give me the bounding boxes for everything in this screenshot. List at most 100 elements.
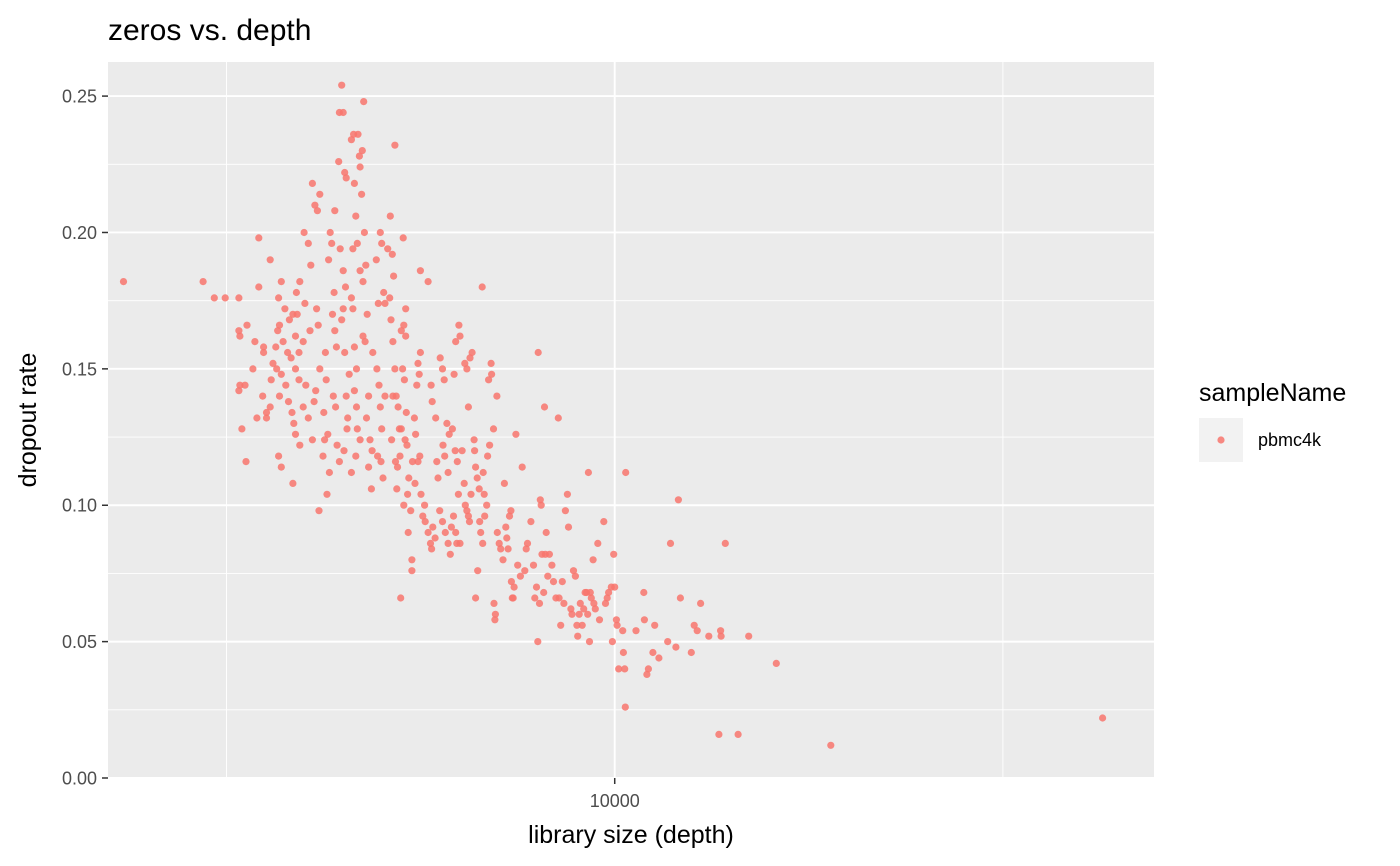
data-point bbox=[534, 638, 542, 646]
data-point bbox=[344, 414, 352, 422]
data-point bbox=[518, 463, 526, 471]
data-point bbox=[255, 283, 263, 291]
data-point bbox=[293, 310, 301, 318]
data-point bbox=[476, 518, 484, 526]
data-point bbox=[436, 354, 444, 362]
data-point bbox=[545, 550, 554, 558]
data-point bbox=[362, 414, 371, 422]
data-point bbox=[611, 583, 619, 591]
data-point bbox=[312, 387, 320, 395]
data-point bbox=[241, 381, 249, 389]
major-gridlines bbox=[108, 62, 1154, 779]
data-point bbox=[421, 501, 429, 509]
data-point bbox=[454, 490, 462, 498]
data-point bbox=[368, 447, 376, 455]
data-point bbox=[424, 278, 432, 286]
data-point bbox=[608, 638, 617, 646]
data-point bbox=[470, 436, 478, 444]
data-point bbox=[666, 539, 675, 548]
data-point bbox=[573, 621, 581, 629]
data-point bbox=[284, 348, 292, 357]
data-point bbox=[341, 283, 350, 291]
data-point bbox=[291, 332, 300, 340]
data-point bbox=[510, 583, 518, 591]
data-point bbox=[339, 305, 347, 313]
data-point bbox=[472, 594, 480, 602]
data-point bbox=[516, 572, 525, 580]
data-point bbox=[408, 556, 416, 564]
data-point bbox=[463, 507, 471, 515]
data-point bbox=[421, 518, 429, 526]
data-point bbox=[493, 392, 501, 400]
data-point bbox=[412, 430, 420, 438]
data-point bbox=[504, 545, 512, 553]
data-point bbox=[347, 136, 355, 144]
data-point bbox=[745, 632, 753, 640]
y-tick-label: 0.25 bbox=[62, 87, 97, 107]
data-point bbox=[649, 648, 657, 657]
data-point bbox=[419, 512, 427, 520]
data-point bbox=[352, 365, 361, 373]
legend: sampleName pbmc4k bbox=[1199, 379, 1346, 462]
data-point bbox=[497, 545, 505, 553]
data-point bbox=[493, 528, 501, 537]
data-point bbox=[622, 468, 630, 477]
data-point bbox=[612, 616, 621, 624]
data-point bbox=[333, 441, 341, 449]
data-point bbox=[595, 616, 604, 624]
data-point bbox=[295, 376, 303, 384]
data-point bbox=[236, 332, 244, 340]
data-point bbox=[690, 621, 698, 629]
data-point bbox=[342, 174, 350, 182]
data-point bbox=[491, 610, 499, 618]
data-point bbox=[365, 463, 373, 471]
data-point bbox=[310, 398, 318, 406]
y-tick-label: 0.20 bbox=[62, 223, 97, 243]
data-point bbox=[408, 458, 417, 466]
data-point bbox=[376, 403, 384, 411]
data-point bbox=[343, 425, 351, 433]
plot-panel bbox=[108, 62, 1154, 778]
data-point bbox=[277, 463, 285, 471]
data-point bbox=[290, 419, 298, 427]
data-point bbox=[555, 594, 563, 602]
data-point bbox=[509, 594, 517, 602]
data-point bbox=[535, 599, 544, 608]
data-point bbox=[325, 468, 333, 477]
data-point bbox=[450, 370, 458, 378]
data-point bbox=[400, 376, 408, 384]
data-point bbox=[359, 332, 367, 340]
data-point bbox=[569, 567, 578, 575]
data-point bbox=[296, 278, 304, 286]
data-point bbox=[300, 228, 308, 237]
data-point bbox=[560, 599, 568, 608]
data-point bbox=[332, 343, 340, 351]
data-point bbox=[640, 588, 648, 597]
data-point bbox=[299, 403, 307, 411]
data-point bbox=[369, 348, 377, 357]
data-point bbox=[540, 403, 549, 411]
data-point bbox=[589, 556, 597, 564]
data-point bbox=[594, 539, 602, 548]
data-point bbox=[772, 659, 780, 668]
data-point bbox=[717, 627, 725, 635]
data-point bbox=[272, 343, 280, 351]
data-point bbox=[687, 648, 695, 657]
y-axis-title: dropout rate bbox=[14, 353, 42, 488]
data-point bbox=[644, 665, 653, 673]
data-point bbox=[353, 239, 361, 247]
data-point bbox=[356, 436, 364, 444]
data-point bbox=[485, 376, 493, 384]
data-point bbox=[277, 278, 285, 286]
data-point bbox=[340, 447, 348, 455]
data-point bbox=[338, 316, 346, 324]
data-point bbox=[253, 414, 261, 422]
data-point bbox=[367, 485, 375, 493]
data-point bbox=[349, 305, 357, 313]
data-point bbox=[540, 588, 548, 597]
data-point bbox=[491, 616, 499, 624]
data-point bbox=[439, 441, 447, 449]
data-point bbox=[432, 414, 440, 422]
data-point bbox=[266, 403, 274, 411]
